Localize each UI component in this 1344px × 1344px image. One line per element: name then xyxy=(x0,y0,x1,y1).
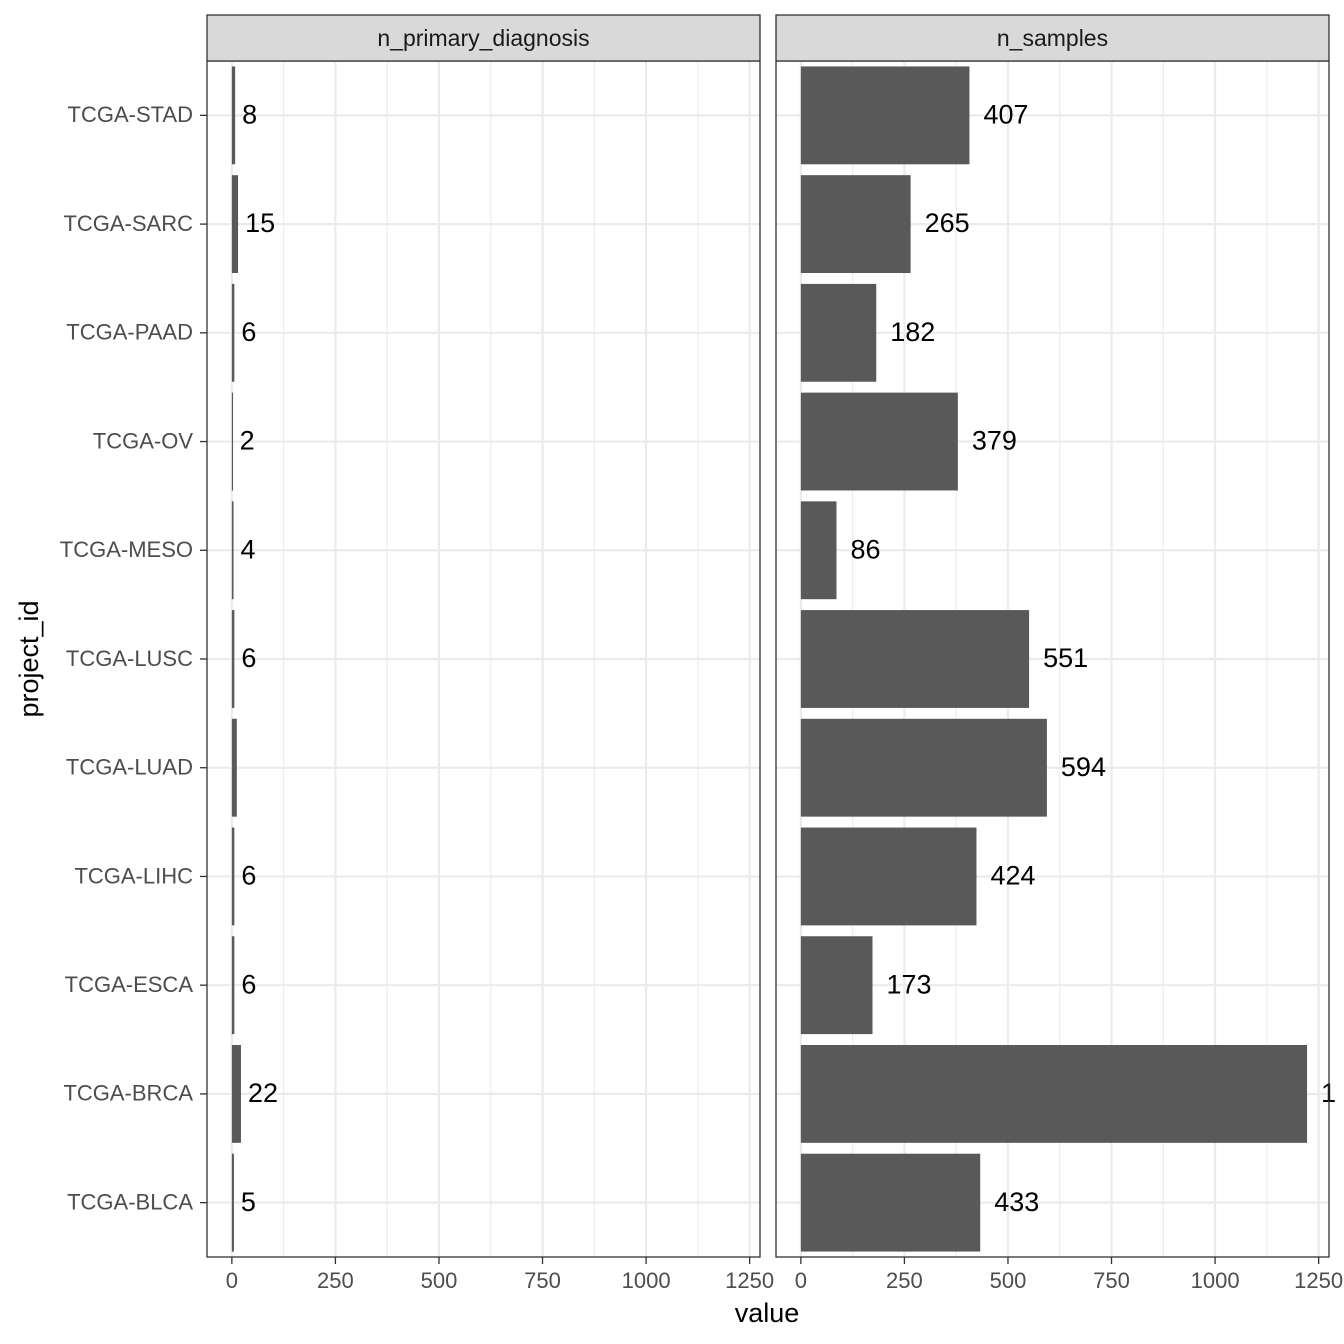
x-tick-label: 500 xyxy=(990,1268,1027,1293)
bar-TCGA-ESCA xyxy=(800,936,873,1035)
data-label-TCGA-MESO: 86 xyxy=(850,534,880,564)
bar-TCGA-LIHC xyxy=(231,827,235,926)
x-tick-label: 750 xyxy=(524,1268,561,1293)
data-label-TCGA-LIHC: 424 xyxy=(990,861,1035,891)
bar-TCGA-BRCA xyxy=(231,1044,241,1143)
y-tick-label-TCGA-LIHC: TCGA-LIHC xyxy=(74,863,193,888)
data-label-TCGA-SARC: 15 xyxy=(245,208,275,238)
x-axis-title: value xyxy=(735,1298,800,1328)
y-tick-label-TCGA-LUAD: TCGA-LUAD xyxy=(66,755,193,780)
data-label-TCGA-SARC: 265 xyxy=(925,208,970,238)
facet-strip-label: n_samples xyxy=(997,25,1108,51)
x-tick-label: 0 xyxy=(795,1268,807,1293)
bar-TCGA-BRCA xyxy=(800,1044,1308,1143)
x-tick-label: 1250 xyxy=(725,1268,774,1293)
y-axis-title: project_id xyxy=(14,600,44,717)
bar-TCGA-PAAD xyxy=(800,283,877,382)
bar-TCGA-PAAD xyxy=(231,283,235,382)
data-label-TCGA-MESO: 4 xyxy=(241,534,256,564)
bar-TCGA-STAD xyxy=(231,66,236,165)
y-tick-label-TCGA-OV: TCGA-OV xyxy=(93,428,194,453)
bar-TCGA-MESO xyxy=(231,501,234,600)
data-label-TCGA-LUAD: 594 xyxy=(1061,752,1106,782)
y-tick-label-TCGA-SARC: TCGA-SARC xyxy=(63,211,193,236)
bar-TCGA-SARC xyxy=(231,175,239,274)
bar-TCGA-LUAD xyxy=(231,718,237,817)
data-label-TCGA-OV: 379 xyxy=(972,426,1017,456)
y-tick-label-TCGA-ESCA: TCGA-ESCA xyxy=(65,972,194,997)
data-label-TCGA-ESCA: 173 xyxy=(887,969,932,999)
x-tick-label: 250 xyxy=(317,1268,354,1293)
data-label-TCGA-LIHC: 6 xyxy=(241,861,256,891)
bar-TCGA-LIHC xyxy=(800,827,977,926)
bar-TCGA-OV xyxy=(231,392,234,491)
x-tick-label: 1250 xyxy=(1294,1268,1343,1293)
x-tick-label: 0 xyxy=(226,1268,238,1293)
y-tick-label-TCGA-PAAD: TCGA-PAAD xyxy=(66,320,193,345)
y-tick-label-TCGA-MESO: TCGA-MESO xyxy=(60,537,193,562)
y-tick-label-TCGA-BLCA: TCGA-BLCA xyxy=(67,1189,193,1214)
data-label-TCGA-LUSC: 6 xyxy=(241,643,256,673)
bar-TCGA-MESO xyxy=(800,501,837,600)
facet-strip xyxy=(775,14,1330,62)
bar-TCGA-SARC xyxy=(800,175,911,274)
data-label-TCGA-PAAD: 182 xyxy=(890,317,935,347)
bar-TCGA-STAD xyxy=(800,66,970,165)
data-label-TCGA-STAD: 407 xyxy=(983,99,1028,129)
bar-TCGA-OV xyxy=(800,392,958,491)
x-tick-label: 1000 xyxy=(622,1268,671,1293)
bar-TCGA-LUSC xyxy=(231,610,235,708)
x-tick-label: 750 xyxy=(1093,1268,1130,1293)
x-tick-label: 250 xyxy=(886,1268,923,1293)
data-label-TCGA-LUSC: 551 xyxy=(1043,643,1088,673)
bar-TCGA-ESCA xyxy=(231,936,235,1035)
facet-strip xyxy=(206,14,761,62)
data-label-TCGA-PAAD: 6 xyxy=(241,317,256,347)
bar-TCGA-LUSC xyxy=(800,610,1030,708)
bar-TCGA-LUAD xyxy=(800,718,1047,817)
facet-strip-label: n_primary_diagnosis xyxy=(377,25,589,51)
facet-panel-n_samples: 433117342459455186379182265407n_samples0… xyxy=(775,14,1343,1293)
facet-panel-n_primary_diagnosis: 5 22 6 6 6 4 2 6 15 8 n_primary_diagnosis 0 250 500 75… xyxy=(206,14,774,1293)
data-label-TCGA-BLCA: 5 xyxy=(241,1187,256,1217)
bar-TCGA-BLCA xyxy=(800,1153,981,1252)
data-label-TCGA-OV: 2 xyxy=(240,426,255,456)
y-axis: TCGA-BLCA TCGA-BRCA TCGA-ESCA TCGA-LIHC TCGA… xyxy=(60,102,207,1214)
y-tick-label-TCGA-BRCA: TCGA-BRCA xyxy=(63,1081,193,1106)
facet-panels: 5 22 6 6 6 4 2 6 15 8 n_primary_diagnosis 0 250 500 75… xyxy=(206,14,1343,1293)
y-tick-label-TCGA-STAD: TCGA-STAD xyxy=(68,102,193,127)
data-label-TCGA-STAD: 8 xyxy=(242,99,257,129)
y-tick-label-TCGA-LUSC: TCGA-LUSC xyxy=(66,646,193,671)
bar-TCGA-BLCA xyxy=(231,1153,234,1252)
data-label-TCGA-BRCA: 22 xyxy=(248,1078,278,1108)
x-tick-label: 1000 xyxy=(1191,1268,1240,1293)
data-label-TCGA-ESCA: 6 xyxy=(241,969,256,999)
data-label-TCGA-BLCA: 433 xyxy=(994,1187,1039,1217)
x-tick-label: 500 xyxy=(421,1268,458,1293)
